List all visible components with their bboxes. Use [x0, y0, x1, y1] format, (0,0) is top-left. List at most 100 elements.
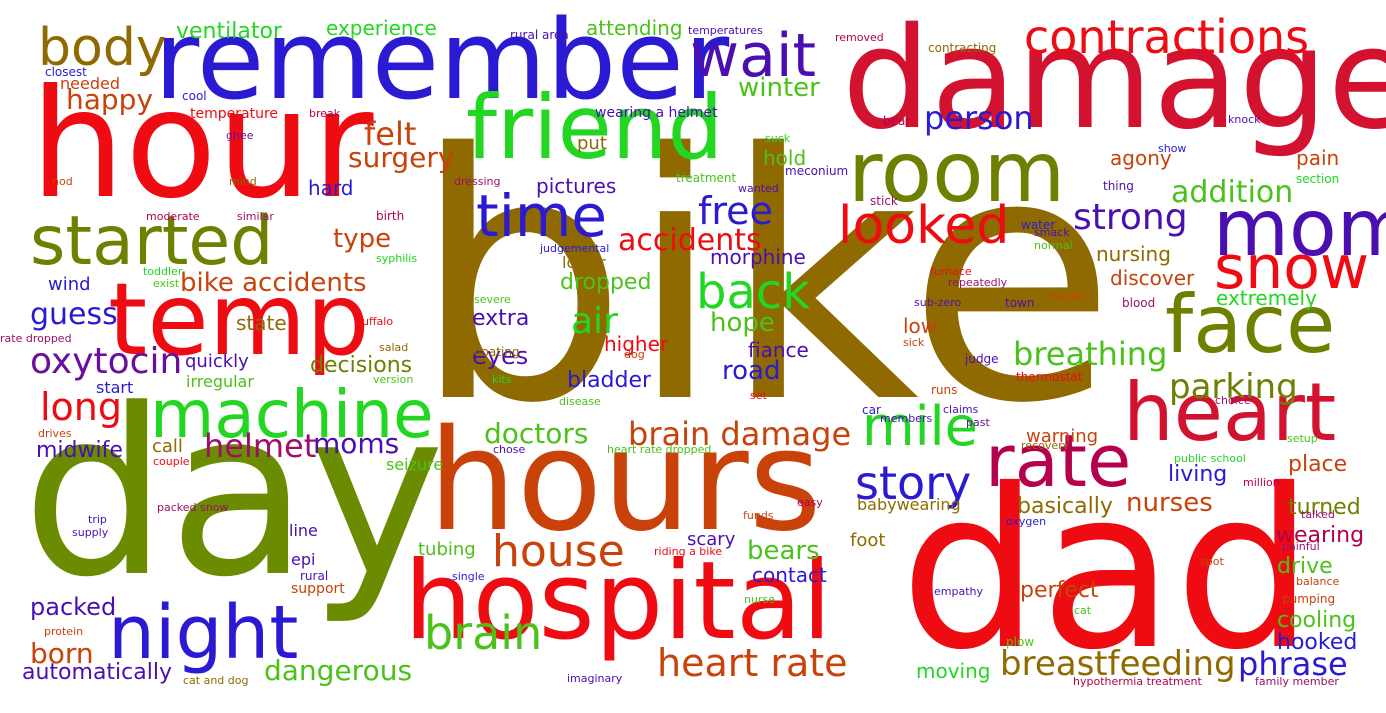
word: version: [373, 373, 414, 386]
word: floating: [474, 345, 520, 359]
word: moms: [313, 427, 400, 460]
word: thermostat: [1016, 370, 1083, 384]
word: friend: [466, 76, 724, 179]
word: contractions: [1024, 10, 1310, 64]
word: members: [880, 412, 933, 425]
word: winter: [738, 73, 820, 103]
word: higher: [604, 332, 669, 356]
word: salad: [379, 341, 409, 354]
word: dressing: [454, 175, 501, 188]
word: room: [848, 123, 1066, 221]
word: runs: [931, 383, 958, 397]
word: empathy: [934, 585, 984, 598]
word: type: [333, 224, 392, 254]
word: couple: [153, 455, 190, 468]
word: snow: [1214, 233, 1370, 303]
word: contact: [752, 563, 827, 587]
word: story: [855, 456, 972, 510]
word: low: [903, 314, 938, 338]
word: stick: [870, 194, 898, 208]
word: oxygen: [1006, 515, 1047, 528]
word: rate: [985, 419, 1132, 503]
word: breathing: [1013, 335, 1168, 373]
word: helmet: [204, 427, 317, 465]
word: turned: [1288, 495, 1361, 520]
word: guess: [30, 297, 118, 332]
word: hold: [763, 146, 807, 170]
word: removed: [835, 31, 884, 44]
word: balance: [1296, 575, 1340, 588]
word: put: [577, 133, 607, 154]
word: talked: [1301, 508, 1335, 521]
word: repeatedly: [948, 276, 1008, 289]
word: wait: [690, 21, 817, 91]
word: spot: [1200, 555, 1224, 568]
word: eyes: [472, 342, 529, 370]
word: syphilis: [376, 252, 418, 265]
word: packed snow: [157, 501, 229, 514]
word: meconium: [785, 164, 849, 178]
word: place: [1288, 452, 1348, 477]
word: wanted: [738, 182, 779, 195]
word: perfect: [1020, 578, 1099, 603]
word: single: [452, 570, 485, 583]
word: seizure: [386, 455, 444, 474]
word: doctors: [484, 417, 589, 450]
word: riding a bike: [654, 545, 723, 558]
word: contracting: [928, 41, 997, 55]
word: ghee: [226, 129, 254, 142]
word: day: [22, 361, 446, 628]
word: toddler: [143, 265, 183, 278]
word: nursing: [1096, 242, 1171, 266]
word: addition: [1171, 175, 1294, 210]
word: long: [40, 385, 123, 429]
word: cool: [182, 89, 207, 103]
word: irregular: [186, 372, 254, 391]
word: choice: [1215, 394, 1251, 407]
word: morphine: [710, 245, 806, 269]
word: extremely: [1216, 286, 1317, 310]
word: happy: [66, 83, 154, 116]
word: thing: [1103, 179, 1134, 193]
word: funds: [743, 509, 774, 522]
word: set: [750, 389, 767, 402]
word: experience: [326, 16, 437, 40]
word: setup: [1287, 432, 1318, 445]
word: hour: [30, 58, 374, 232]
word: disease: [559, 395, 601, 408]
word: state: [236, 311, 287, 335]
word: air: [571, 301, 618, 342]
word: hypothermia treatment: [1073, 675, 1202, 688]
word: heart rate dropped: [607, 443, 712, 456]
word: ventilator: [176, 19, 282, 44]
word: house: [492, 526, 625, 577]
word: line: [289, 521, 318, 540]
word: born: [30, 637, 94, 670]
word: foot: [850, 530, 886, 551]
word: oxytocin: [30, 341, 183, 382]
word: hours: [428, 400, 822, 563]
word: nurses: [1126, 488, 1213, 518]
word: dangerous: [264, 654, 413, 687]
word: rural area: [510, 28, 569, 42]
word: pain: [1296, 146, 1340, 170]
word: started: [30, 202, 274, 281]
word: sick: [903, 336, 925, 349]
word: warning: [1026, 426, 1099, 447]
word: cat and dog: [183, 674, 249, 687]
word: painful: [1282, 540, 1320, 553]
word: accidents: [618, 223, 762, 258]
word: mile: [862, 395, 978, 458]
word: back: [696, 264, 811, 320]
word: treatment: [676, 171, 737, 185]
word: machine: [150, 376, 434, 453]
word: road: [722, 356, 781, 386]
word: parking: [1169, 367, 1298, 407]
word: drive: [1277, 554, 1333, 579]
word: brain damage: [628, 415, 852, 453]
word: wearing a helmet: [595, 105, 718, 121]
word: similar: [237, 210, 274, 223]
word: family member: [1255, 675, 1339, 688]
word: mom: [1213, 184, 1386, 274]
word: midwife: [36, 438, 123, 463]
